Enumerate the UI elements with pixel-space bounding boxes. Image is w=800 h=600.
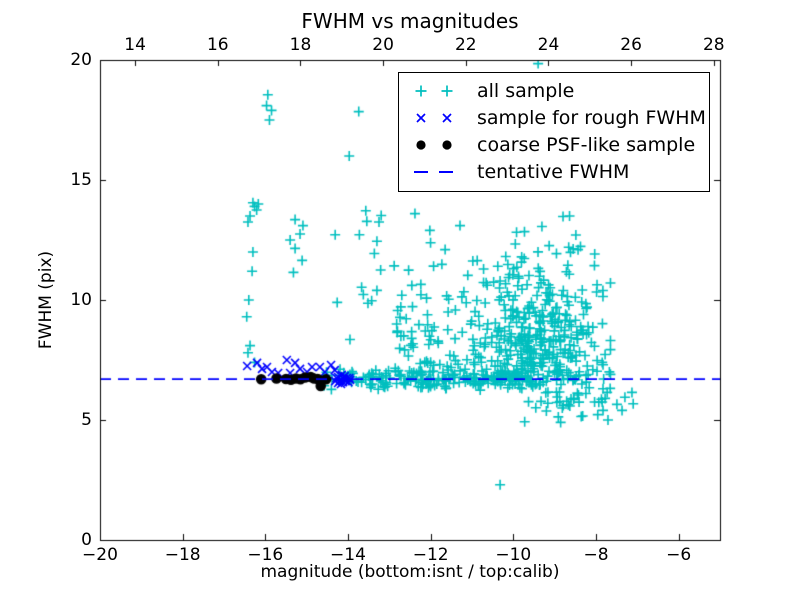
x-bottom-tick-label: −10 [495,545,532,565]
y-tick-label: 10 [70,290,92,310]
chart-title: FWHM vs magnitudes [301,9,519,33]
x-top-tick-label: 14 [124,35,146,55]
x-top-tick-label: 24 [537,35,560,55]
legend-entry-psf-sample: coarse PSF-like sample [409,131,709,158]
dashed-line-icon [414,170,453,173]
x-axis-label: magnitude (bottom:isnt / top:calib) [260,562,560,582]
x-top-tick-label: 26 [620,35,642,55]
x-top-tick-label: 22 [454,35,477,55]
plus-marker-icon [415,85,453,96]
y-tick-label: 20 [70,50,92,70]
legend-label: tentative FWHM [477,160,630,183]
legend-entry-rough-fwhm: sample for rough FWHM [409,104,709,131]
x-bottom-tick-label: −6 [666,545,692,565]
dot-marker-icon [416,139,452,150]
x-top-tick-label: 16 [206,35,229,55]
legend-entry-tentative-fwhm: tentative FWHM [409,158,709,185]
x-marker-icon [416,112,452,123]
x-bottom-tick-label: −8 [583,545,609,565]
x-bottom-tick-label: −12 [412,545,449,565]
legend-label: coarse PSF-like sample [477,133,696,156]
legend: all sample sample for rough FWHM coarse … [398,72,710,192]
legend-entry-all-sample: all sample [409,77,709,104]
x-bottom-tick-label: −18 [164,545,201,565]
y-tick-label: 0 [81,530,92,550]
x-top-tick-label: 20 [372,35,394,55]
x-top-tick-label: 18 [289,35,312,55]
legend-label: sample for rough FWHM [477,106,706,129]
x-bottom-tick-label: −14 [330,545,366,565]
x-bottom-tick-label: −16 [247,545,284,565]
x-bottom-tick-label: −20 [82,545,118,565]
legend-label: all sample [477,79,575,102]
y-tick-label: 15 [70,170,92,190]
y-tick-label: 5 [81,410,92,430]
x-top-tick-label: 28 [702,35,725,55]
